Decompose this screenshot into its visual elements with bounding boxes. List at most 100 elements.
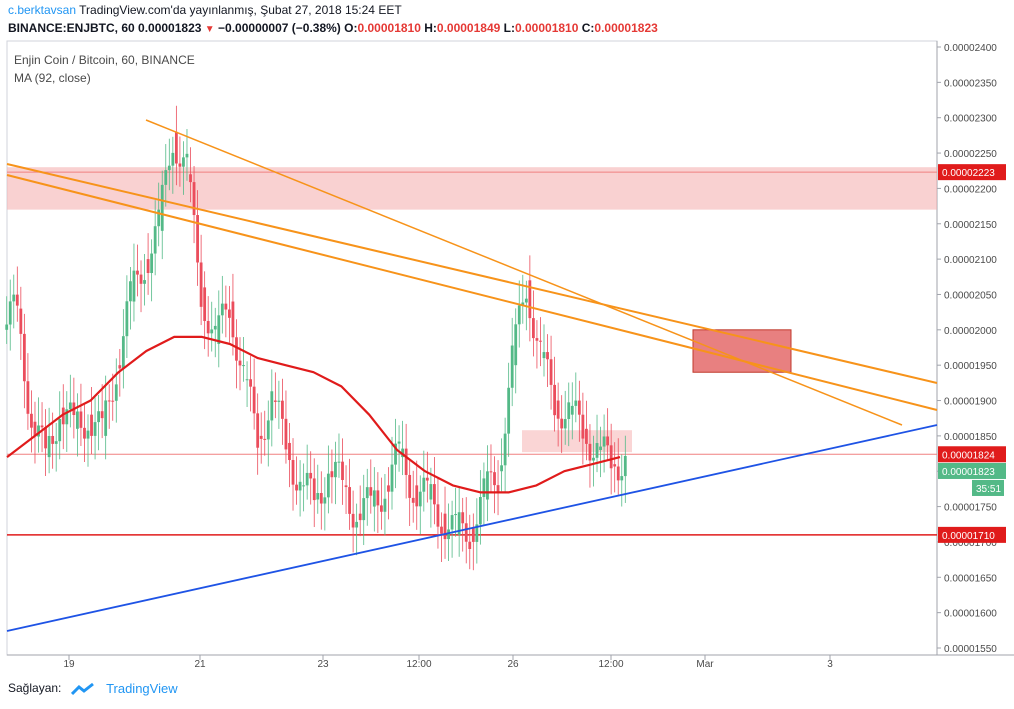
candle-body bbox=[341, 461, 344, 480]
candle-body bbox=[90, 414, 93, 436]
candle-body bbox=[153, 226, 157, 254]
candle-body bbox=[567, 402, 571, 420]
x-tick-label: 19 bbox=[63, 659, 75, 670]
candle-body bbox=[500, 465, 503, 472]
candle-body bbox=[599, 446, 602, 451]
y-tick-label: 0.00001700 bbox=[944, 538, 997, 549]
candle-body bbox=[493, 472, 496, 486]
candle-body bbox=[121, 336, 125, 369]
trend-line-orange-1 bbox=[6, 163, 938, 384]
footer-brand[interactable]: TradingView bbox=[106, 681, 178, 697]
candle-body bbox=[478, 496, 482, 525]
candle-body bbox=[93, 422, 97, 436]
tradingview-logo-icon bbox=[70, 682, 94, 695]
candle-body bbox=[383, 498, 387, 512]
candle-body bbox=[404, 448, 408, 475]
x-tick-label: 3 bbox=[827, 659, 833, 670]
author-link[interactable]: c.berktavsan bbox=[8, 3, 77, 17]
candle-body bbox=[397, 441, 401, 444]
candle-body bbox=[379, 505, 383, 512]
candle-body bbox=[546, 352, 549, 360]
candle-body bbox=[415, 485, 419, 507]
symbol-interval: BINANCE:ENJBTC, 60 bbox=[8, 21, 135, 35]
candle-body bbox=[623, 455, 627, 477]
candle-body bbox=[19, 308, 23, 334]
candle-body bbox=[132, 270, 136, 302]
candle-body bbox=[312, 478, 316, 501]
candle-body bbox=[245, 379, 249, 381]
candle-body bbox=[609, 445, 613, 469]
candle-body bbox=[12, 294, 16, 302]
close-label: C: bbox=[581, 21, 595, 35]
candle-body bbox=[44, 427, 47, 449]
close-value: 0.00001823 bbox=[594, 21, 658, 35]
candle-body bbox=[531, 318, 535, 339]
candle-body bbox=[305, 472, 309, 486]
candle-body bbox=[524, 298, 528, 303]
candle-body bbox=[26, 381, 30, 414]
candle-body bbox=[298, 481, 302, 491]
price-badge-label: 35:51 bbox=[976, 484, 1001, 495]
candle-body bbox=[447, 529, 450, 540]
candle-body bbox=[100, 411, 104, 419]
price-badge-label: 0.00001824 bbox=[942, 450, 995, 461]
trend-line-orange-3 bbox=[145, 119, 903, 426]
ma-92-line bbox=[6, 335, 621, 494]
candle-body bbox=[288, 442, 291, 461]
price-badge bbox=[938, 446, 1006, 463]
candle-body bbox=[418, 491, 422, 507]
price-badge bbox=[938, 164, 1006, 181]
y-tick-label: 0.00001900 bbox=[944, 397, 997, 408]
candle-body bbox=[125, 301, 129, 337]
candle-body bbox=[390, 464, 394, 492]
candle-body bbox=[252, 386, 256, 414]
last-price: 0.00001823 bbox=[138, 21, 202, 35]
candle-body bbox=[164, 170, 168, 185]
candle-body bbox=[37, 425, 40, 437]
price-badge bbox=[972, 479, 1004, 496]
candle-body bbox=[238, 360, 242, 366]
candle-body bbox=[284, 418, 288, 450]
candle-body bbox=[387, 485, 390, 492]
candle-body bbox=[65, 409, 69, 425]
candle-body bbox=[86, 430, 90, 439]
price-badges: 0.00002223 0.00001824 0.00001823 35:51 0.000… bbox=[938, 164, 1006, 543]
candle-body bbox=[47, 435, 51, 458]
y-tick-label: 0.00001550 bbox=[944, 644, 997, 655]
candle-body bbox=[616, 466, 620, 481]
footer-label: Sağlayan: bbox=[8, 681, 62, 695]
candle-body bbox=[471, 527, 475, 542]
candle-body bbox=[220, 303, 224, 316]
candle-body bbox=[606, 436, 610, 446]
candle-body bbox=[107, 400, 111, 402]
plot-area bbox=[6, 40, 938, 656]
candle-body bbox=[199, 262, 203, 307]
candle-body bbox=[563, 419, 567, 429]
candle-body bbox=[217, 315, 221, 344]
candle-body bbox=[592, 457, 595, 461]
candle-body bbox=[8, 301, 12, 325]
candle-body bbox=[224, 303, 228, 310]
candle-body bbox=[355, 521, 359, 528]
candle-body bbox=[146, 259, 150, 274]
candle-body bbox=[185, 153, 189, 158]
candle-body bbox=[75, 411, 79, 429]
candle-body bbox=[602, 436, 606, 447]
candle-body bbox=[302, 485, 306, 487]
candle-body bbox=[15, 294, 19, 306]
candle-body bbox=[440, 526, 443, 534]
candle-body bbox=[620, 476, 624, 481]
x-tick-label: 12:00 bbox=[406, 659, 431, 670]
y-tick-label: 0.00002200 bbox=[944, 184, 997, 195]
candle-body bbox=[118, 365, 122, 369]
candle-body bbox=[295, 484, 298, 491]
candle-body bbox=[196, 215, 199, 263]
candle-body bbox=[425, 477, 429, 481]
candle-body bbox=[30, 413, 33, 428]
candle-body bbox=[372, 490, 376, 507]
high-value: 0.00001849 bbox=[436, 21, 501, 35]
candle-body bbox=[231, 301, 235, 338]
candle-body bbox=[553, 384, 557, 416]
candle-body bbox=[422, 477, 426, 492]
